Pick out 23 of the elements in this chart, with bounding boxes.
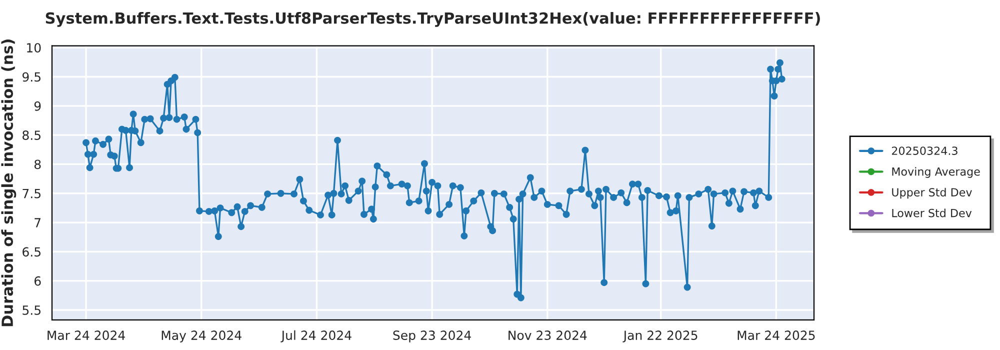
y-tick-label: 9 — [34, 101, 41, 111]
y-tick-label: 10 — [27, 43, 41, 53]
y-tick-label: 6.5 — [22, 247, 40, 257]
legend-label: Lower Std Dev — [892, 208, 972, 218]
x-tick-label: Jul 24 2024 — [280, 330, 352, 342]
chart-title: System.Buffers.Text.Tests.Utf8ParserTests.TryParseUInt32Hex(value: FFFFFFFFFFFFFFFF) — [46, 12, 820, 27]
x-tick-label: Nov 23 2024 — [508, 330, 587, 340]
y-tick-label: 7 — [34, 218, 41, 228]
x-tick-label: Mar 24 2025 — [738, 330, 815, 340]
y-axis-title: Duration of single invocation (ns) — [1, 40, 16, 326]
y-tick-label: 8.5 — [22, 130, 40, 140]
legend-label: Upper Std Dev — [892, 188, 972, 199]
y-tick-label: 6 — [34, 276, 41, 286]
x-tick-label: Mar 24 2024 — [48, 330, 125, 340]
y-tick-label: 8 — [34, 160, 41, 170]
y-tick-label: 5.5 — [22, 306, 40, 315]
x-tick-label: Jan 22 2025 — [622, 330, 698, 342]
x-tick-label: May 24 2024 — [162, 330, 242, 342]
x-tick-label: Sep 23 2024 — [393, 330, 471, 342]
y-tick-label: 7.5 — [22, 189, 40, 198]
legend-label: 20250324.3 — [892, 146, 958, 155]
y-tick-label: 9.5 — [22, 72, 40, 82]
legend-label: Moving Average — [892, 167, 980, 178]
